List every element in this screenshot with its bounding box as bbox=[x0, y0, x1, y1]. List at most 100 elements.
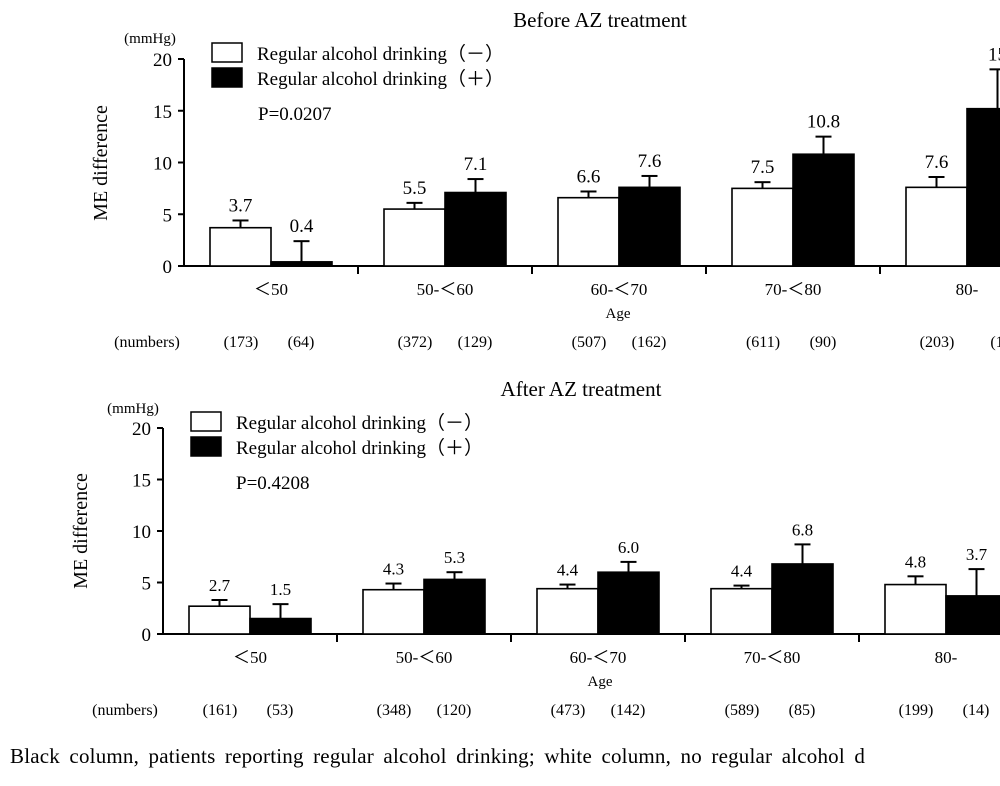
chart2-title: After AZ treatment bbox=[501, 377, 662, 401]
chart2-unit-label: (mmHg) bbox=[107, 401, 159, 417]
chart1-y-tick-label: 0 bbox=[163, 257, 173, 278]
chart2-sample-size: (199) bbox=[899, 702, 934, 719]
chart2-data-label: 4.4 bbox=[731, 562, 753, 581]
chart2-data-label: 4.4 bbox=[557, 561, 579, 580]
chart1-bar bbox=[383, 208, 446, 267]
chart1-data-label: 10.8 bbox=[807, 112, 840, 133]
chart2-data-label: 4.3 bbox=[383, 560, 404, 579]
chart2-y-tick-label: 5 bbox=[142, 574, 152, 595]
chart2-x-tick-label: ＜50 bbox=[233, 648, 267, 667]
chart2-sample-size: (53) bbox=[267, 702, 294, 719]
chart1-sample-size: (372) bbox=[398, 334, 433, 351]
chart1-sample-size: (162) bbox=[632, 334, 667, 351]
chart1-sample-size: (203) bbox=[920, 334, 955, 351]
chart2-bar bbox=[771, 563, 834, 635]
chart1-data-label: 3.7 bbox=[229, 195, 253, 216]
chart1-data-label: 0.4 bbox=[290, 216, 314, 237]
chart1-data-label: 7.6 bbox=[925, 152, 949, 173]
chart2-sample-size: (589) bbox=[725, 702, 760, 719]
chart2-y-tick-label: 15 bbox=[132, 471, 151, 492]
chart1-sample-size: (507) bbox=[572, 334, 607, 351]
chart1-legend-label: Regular alcohol drinking（－） bbox=[257, 43, 504, 65]
chart1-x-tick-label: 70-＜80 bbox=[765, 280, 822, 299]
chart1-sample-size: (611) bbox=[746, 334, 780, 351]
chart1-bar bbox=[618, 186, 681, 267]
chart1-y-tick-label: 15 bbox=[153, 102, 172, 123]
figure-caption: Black column, patients reporting regular… bbox=[10, 744, 866, 768]
chart1-bar bbox=[792, 153, 855, 267]
chart1-numbers-label: (numbers) bbox=[114, 334, 180, 351]
chart1-x-axis-label: Age bbox=[606, 306, 631, 322]
chart1-bar bbox=[731, 187, 794, 267]
chart1-legend-swatch-black bbox=[211, 67, 243, 88]
chart2-y-tick-label: 10 bbox=[132, 522, 151, 543]
chart1-sample-size: (173) bbox=[224, 334, 259, 351]
chart2-x-tick-label: 80- bbox=[935, 648, 958, 667]
chart1-legend-swatch-white bbox=[211, 42, 243, 63]
chart1-sample-size: (64) bbox=[288, 334, 315, 351]
chart1-x-tick-label: 60-＜70 bbox=[591, 280, 648, 299]
chart2-data-label: 5.3 bbox=[444, 548, 465, 567]
chart1-y-axis-label: ME difference bbox=[90, 105, 112, 221]
chart2-sample-size: (348) bbox=[377, 702, 412, 719]
chart2-x-tick-label: 70-＜80 bbox=[744, 648, 801, 667]
chart2-bar bbox=[597, 571, 660, 635]
chart1-data-label: 5.5 bbox=[403, 178, 427, 199]
chart2-legend-swatch-white bbox=[190, 411, 222, 432]
chart1-y-tick-label: 5 bbox=[163, 205, 173, 226]
chart2-y-axis-label: ME difference bbox=[70, 473, 92, 589]
chart1-data-label: 15 bbox=[988, 44, 1000, 65]
chart1-p-value: P=0.0207 bbox=[258, 104, 332, 125]
chart2-bar bbox=[362, 588, 425, 635]
chart2-numbers-label: (numbers) bbox=[92, 702, 158, 719]
chart1-bar bbox=[270, 261, 333, 267]
chart2-sample-size: (142) bbox=[611, 702, 646, 719]
chart2-sample-size: (473) bbox=[551, 702, 586, 719]
chart1-sample-size: (129) bbox=[458, 334, 493, 351]
chart2-bar bbox=[945, 595, 1000, 635]
chart2-legend-label: Regular alcohol drinking（－） bbox=[236, 412, 483, 434]
chart2-x-tick-label: 50-＜60 bbox=[396, 648, 453, 667]
chart1-title: Before AZ treatment bbox=[513, 8, 687, 32]
chart2-legend-swatch-black bbox=[190, 436, 222, 457]
chart2-bar bbox=[423, 578, 486, 635]
chart1-y-tick-label: 10 bbox=[153, 154, 172, 175]
chart2-sample-size: (161) bbox=[203, 702, 238, 719]
chart2-sample-size: (14) bbox=[963, 702, 990, 719]
chart2-bar bbox=[710, 587, 773, 635]
chart2-data-label: 1.5 bbox=[270, 580, 291, 599]
chart1-sample-size: (1 bbox=[990, 334, 1000, 351]
chart2-bar bbox=[884, 583, 947, 635]
chart1-bar bbox=[557, 196, 620, 267]
chart2-p-value: P=0.4208 bbox=[236, 473, 310, 494]
chart2-data-label: 6.0 bbox=[618, 538, 639, 557]
chart2-y-tick-label: 0 bbox=[142, 625, 152, 646]
chart2-bar bbox=[536, 587, 599, 635]
chart2-data-label: 4.8 bbox=[905, 552, 926, 571]
chart2-data-label: 6.8 bbox=[792, 520, 813, 539]
chart2-data-label: 2.7 bbox=[209, 576, 231, 595]
chart2-y-tick-label: 20 bbox=[132, 419, 151, 440]
chart1-data-label: 6.6 bbox=[577, 166, 601, 187]
chart2-bar bbox=[249, 617, 312, 635]
chart2-sample-size: (85) bbox=[789, 702, 816, 719]
chart1-unit-label: (mmHg) bbox=[124, 31, 176, 47]
chart1-x-tick-label: 50-＜60 bbox=[417, 280, 474, 299]
chart1-data-label: 7.1 bbox=[464, 154, 488, 175]
chart1-data-label: 7.6 bbox=[638, 151, 662, 172]
chart1-bar bbox=[444, 191, 507, 267]
chart1-bar bbox=[209, 226, 272, 267]
chart1-x-tick-label: 80- bbox=[956, 280, 979, 299]
chart1-bar bbox=[966, 107, 1000, 267]
chart1-y-tick-label: 20 bbox=[153, 50, 172, 71]
chart2-legend-label: Regular alcohol drinking（＋） bbox=[236, 437, 483, 459]
chart2-sample-size: (120) bbox=[437, 702, 472, 719]
chart1-data-label: 7.5 bbox=[751, 157, 775, 178]
chart2-data-label: 3.7 bbox=[966, 545, 988, 564]
chart2-x-tick-label: 60-＜70 bbox=[570, 648, 627, 667]
chart1-bar bbox=[905, 186, 968, 267]
chart1-x-tick-label: ＜50 bbox=[254, 280, 288, 299]
chart2-x-axis-label: Age bbox=[588, 674, 613, 690]
chart2-bar bbox=[188, 605, 251, 635]
